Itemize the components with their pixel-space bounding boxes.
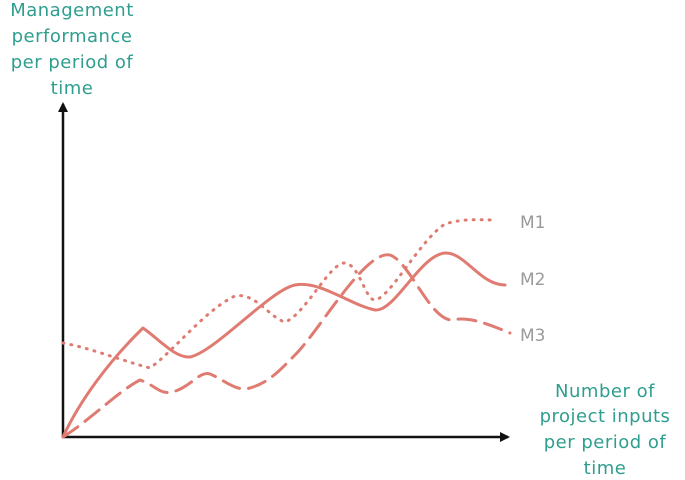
x-axis-label-line: per period of — [544, 432, 667, 453]
curve-m1 — [61, 218, 497, 370]
y-axis-label-line: per period of — [11, 52, 134, 73]
curve-label: M1 — [520, 213, 545, 233]
curve-m2 — [61, 251, 507, 439]
x-axis-label-line: Number of — [555, 381, 655, 402]
y-axis-label-line: time — [51, 78, 94, 99]
y-axis-label-line: Management — [10, 0, 134, 21]
x-axis-label-line: project inputs — [540, 406, 671, 427]
curve-m3 — [61, 253, 512, 439]
x-axis-label-line: time — [584, 458, 627, 479]
curve-label: M2 — [520, 270, 545, 290]
y-axis-label: Management performance per period of tim… — [10, 0, 134, 99]
y-axis-label-line: performance — [12, 26, 133, 47]
curve-label: M3 — [520, 326, 545, 346]
x-axis-label: Number of project inputs per period of t… — [540, 381, 671, 479]
